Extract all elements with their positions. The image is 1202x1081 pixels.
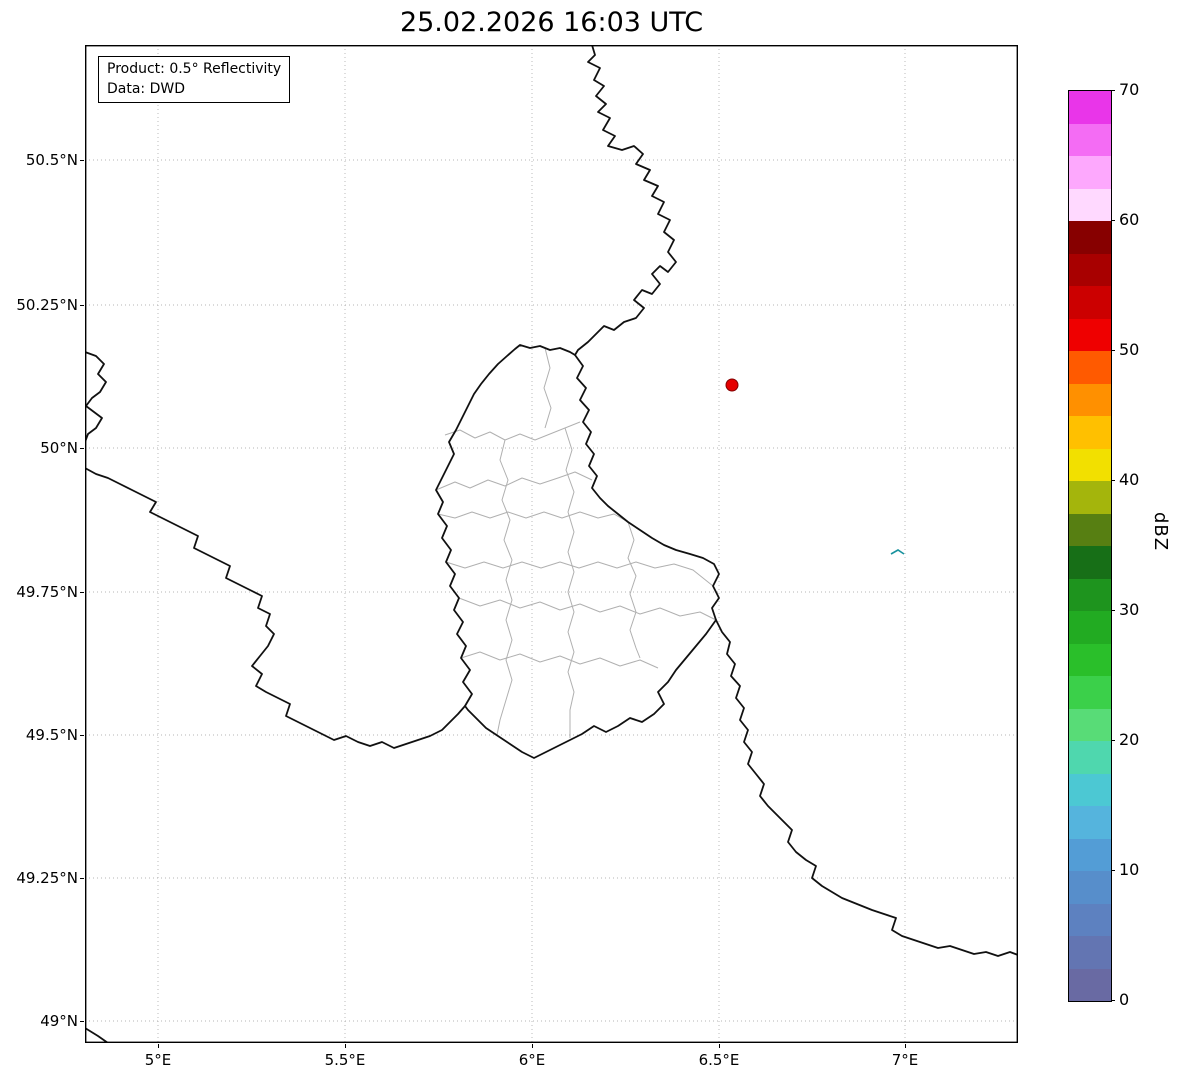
- colorbar-segment: [1069, 741, 1111, 774]
- colorbar-tick-mark: [1111, 610, 1115, 612]
- colorbar-segment: [1069, 578, 1111, 611]
- colorbar-segment: [1069, 156, 1111, 189]
- colorbar-axis-label: dBZ: [1150, 512, 1171, 552]
- colorbar-tick-mark: [1111, 90, 1115, 92]
- colorbar-tick-label: 10: [1119, 860, 1140, 879]
- country-border-line: [84, 351, 107, 443]
- y-tick-mark: [80, 878, 84, 880]
- colorbar-segment: [1069, 481, 1111, 514]
- colorbar-segment: [1069, 253, 1111, 286]
- product-info-line: Product: 0.5° Reflectivity: [107, 61, 282, 77]
- colorbar-tick-mark: [1111, 1000, 1115, 1002]
- y-tick-label: 50°N: [40, 439, 78, 457]
- colorbar-gradient: [1069, 91, 1111, 1001]
- colorbar-segment: [1069, 286, 1111, 319]
- canton-border-line: [627, 521, 641, 659]
- colorbar-segment: [1069, 611, 1111, 644]
- colorbar-tick-mark: [1111, 740, 1115, 742]
- red-point-marker: [725, 378, 739, 392]
- country-border-line: [715, 619, 1019, 957]
- y-tick-mark: [80, 735, 84, 737]
- colorbar-segment: [1069, 513, 1111, 546]
- country-border-line: [435, 344, 720, 759]
- colorbar-tick-label: 40: [1119, 470, 1140, 489]
- x-tick-label: 7°E: [891, 1051, 919, 1069]
- colorbar-segment: [1069, 448, 1111, 481]
- map-canvas: [84, 44, 1019, 1044]
- canton-border-line: [435, 471, 593, 491]
- x-tick-mark: [905, 1044, 907, 1048]
- y-tick-label: 49°N: [40, 1012, 78, 1030]
- colorbar-tick-label: 50: [1119, 340, 1140, 359]
- colorbar-segment: [1069, 708, 1111, 741]
- plot-area: [84, 44, 1019, 1044]
- y-tick-label: 49.25°N: [16, 869, 78, 887]
- y-tick-mark: [80, 1021, 84, 1023]
- data-source-line: Data: DWD: [107, 80, 185, 97]
- figure-title: 25.02.2026 16:03 UTC: [399, 7, 704, 38]
- colorbar-tick-label: 20: [1119, 730, 1140, 749]
- colorbar-segment: [1069, 221, 1111, 254]
- canton-border-line: [496, 439, 513, 736]
- colorbar-tick-label: 60: [1119, 210, 1140, 229]
- x-tick-label: 6.5°E: [698, 1051, 740, 1069]
- x-tick-mark: [532, 1044, 534, 1048]
- colorbar-segment: [1069, 318, 1111, 351]
- y-tick-label: 49.75°N: [16, 583, 78, 601]
- colorbar-segment: [1069, 773, 1111, 806]
- country-border-line: [84, 1027, 109, 1044]
- canton-border-line: [564, 427, 575, 738]
- colorbar-segment: [1069, 383, 1111, 416]
- colorbar: [1068, 90, 1112, 1002]
- colorbar-segment: [1069, 188, 1111, 221]
- x-tick-label: 6°E: [518, 1051, 546, 1069]
- colorbar-tick-mark: [1111, 870, 1115, 872]
- canton-border-line: [445, 561, 714, 587]
- colorbar-segment: [1069, 968, 1111, 1001]
- y-tick-label: 49.5°N: [25, 726, 78, 744]
- y-tick-mark: [80, 160, 84, 162]
- colorbar-segment: [1069, 546, 1111, 579]
- colorbar-segment: [1069, 123, 1111, 156]
- colorbar-segment: [1069, 936, 1111, 969]
- country-border-line: [574, 44, 677, 356]
- x-tick-mark: [345, 1044, 347, 1048]
- radar-echo-mark: [890, 549, 905, 555]
- y-tick-mark: [80, 448, 84, 450]
- x-tick-label: 5.5°E: [324, 1051, 366, 1069]
- canton-border-line: [458, 597, 717, 621]
- colorbar-segment: [1069, 416, 1111, 449]
- canton-border-line: [444, 421, 581, 441]
- x-tick-mark: [719, 1044, 721, 1048]
- colorbar-tick-label: 0: [1119, 990, 1130, 1009]
- colorbar-segment: [1069, 871, 1111, 904]
- x-tick-mark: [158, 1044, 160, 1048]
- y-tick-mark: [80, 305, 84, 307]
- colorbar-tick-mark: [1111, 220, 1115, 222]
- canton-border-line: [543, 347, 552, 429]
- colorbar-tick-label: 70: [1119, 80, 1140, 99]
- product-info-box: Product: 0.5° Reflectivity Data: DWD: [98, 56, 291, 104]
- canton-border-line: [437, 511, 629, 523]
- x-tick-label: 5°E: [144, 1051, 172, 1069]
- colorbar-segment: [1069, 838, 1111, 871]
- y-tick-label: 50.5°N: [25, 151, 78, 169]
- colorbar-tick-label: 30: [1119, 600, 1140, 619]
- country-border-line: [84, 467, 466, 749]
- colorbar-segment: [1069, 351, 1111, 384]
- canton-border-line: [460, 651, 659, 669]
- y-tick-label: 50.25°N: [16, 296, 78, 314]
- colorbar-tick-mark: [1111, 480, 1115, 482]
- colorbar-segment: [1069, 643, 1111, 676]
- y-tick-mark: [80, 592, 84, 594]
- axes-frame: [84, 44, 1018, 1043]
- colorbar-segment: [1069, 91, 1111, 124]
- colorbar-segment: [1069, 806, 1111, 839]
- colorbar-segment: [1069, 903, 1111, 936]
- colorbar-tick-mark: [1111, 350, 1115, 352]
- colorbar-segment: [1069, 676, 1111, 709]
